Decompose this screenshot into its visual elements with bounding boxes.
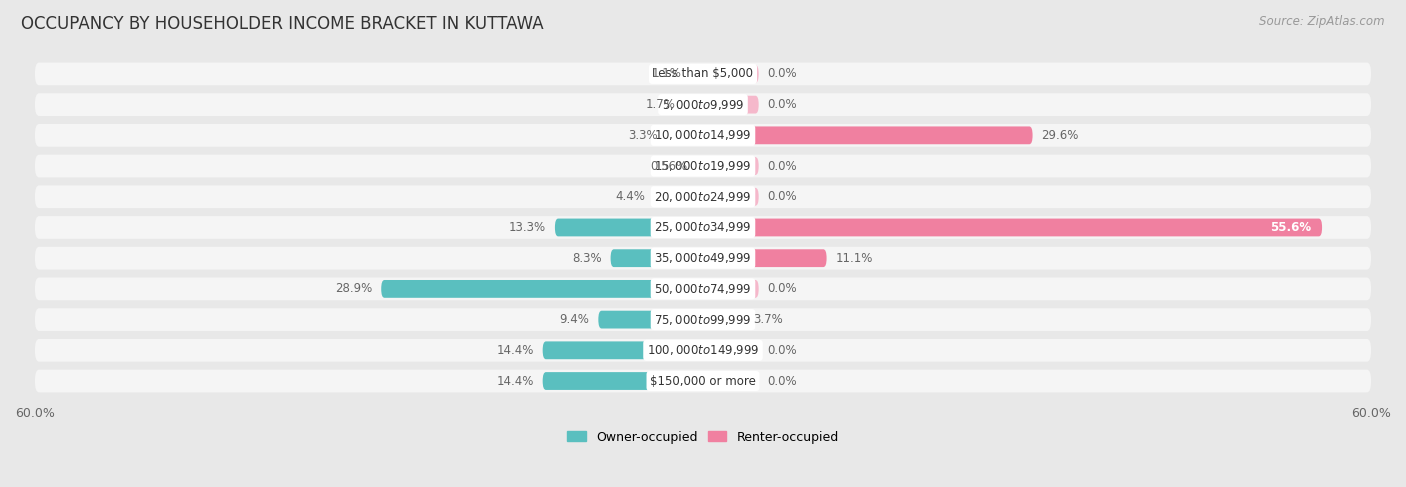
Text: $5,000 to $9,999: $5,000 to $9,999 <box>662 97 744 112</box>
FancyBboxPatch shape <box>381 280 703 298</box>
Text: 11.1%: 11.1% <box>835 252 873 264</box>
FancyBboxPatch shape <box>697 157 703 175</box>
Text: Less than $5,000: Less than $5,000 <box>652 67 754 80</box>
FancyBboxPatch shape <box>35 155 1371 177</box>
Text: $25,000 to $34,999: $25,000 to $34,999 <box>654 221 752 234</box>
Text: Source: ZipAtlas.com: Source: ZipAtlas.com <box>1260 15 1385 28</box>
FancyBboxPatch shape <box>703 249 827 267</box>
FancyBboxPatch shape <box>35 370 1371 393</box>
FancyBboxPatch shape <box>703 65 759 83</box>
FancyBboxPatch shape <box>703 372 759 390</box>
FancyBboxPatch shape <box>703 157 759 175</box>
Text: 28.9%: 28.9% <box>335 282 373 296</box>
Text: 1.1%: 1.1% <box>652 67 682 80</box>
FancyBboxPatch shape <box>35 94 1371 116</box>
Text: 1.7%: 1.7% <box>645 98 675 111</box>
Text: $15,000 to $19,999: $15,000 to $19,999 <box>654 159 752 173</box>
FancyBboxPatch shape <box>35 186 1371 208</box>
Text: $100,000 to $149,999: $100,000 to $149,999 <box>647 343 759 357</box>
Text: $150,000 or more: $150,000 or more <box>650 375 756 388</box>
Text: 9.4%: 9.4% <box>560 313 589 326</box>
FancyBboxPatch shape <box>555 219 703 236</box>
Text: 8.3%: 8.3% <box>572 252 602 264</box>
Text: 3.7%: 3.7% <box>754 313 783 326</box>
Text: $75,000 to $99,999: $75,000 to $99,999 <box>654 313 752 327</box>
Text: OCCUPANCY BY HOUSEHOLDER INCOME BRACKET IN KUTTAWA: OCCUPANCY BY HOUSEHOLDER INCOME BRACKET … <box>21 15 544 33</box>
Text: 3.3%: 3.3% <box>627 129 658 142</box>
FancyBboxPatch shape <box>703 188 759 206</box>
Text: 4.4%: 4.4% <box>616 190 645 203</box>
FancyBboxPatch shape <box>685 96 703 113</box>
Text: 0.0%: 0.0% <box>768 375 797 388</box>
FancyBboxPatch shape <box>703 341 759 359</box>
Text: 14.4%: 14.4% <box>496 344 534 357</box>
Text: 29.6%: 29.6% <box>1042 129 1078 142</box>
FancyBboxPatch shape <box>543 372 703 390</box>
Text: 13.3%: 13.3% <box>509 221 546 234</box>
Text: $35,000 to $49,999: $35,000 to $49,999 <box>654 251 752 265</box>
FancyBboxPatch shape <box>35 308 1371 331</box>
Text: 55.6%: 55.6% <box>1270 221 1310 234</box>
Text: 0.0%: 0.0% <box>768 190 797 203</box>
FancyBboxPatch shape <box>703 280 759 298</box>
FancyBboxPatch shape <box>599 311 703 329</box>
Text: $20,000 to $24,999: $20,000 to $24,999 <box>654 190 752 204</box>
FancyBboxPatch shape <box>703 219 1322 236</box>
Text: 0.56%: 0.56% <box>651 160 688 172</box>
Text: $50,000 to $74,999: $50,000 to $74,999 <box>654 282 752 296</box>
FancyBboxPatch shape <box>35 339 1371 362</box>
FancyBboxPatch shape <box>543 341 703 359</box>
FancyBboxPatch shape <box>690 65 703 83</box>
Text: 0.0%: 0.0% <box>768 282 797 296</box>
FancyBboxPatch shape <box>703 96 759 113</box>
Text: 0.0%: 0.0% <box>768 160 797 172</box>
Legend: Owner-occupied, Renter-occupied: Owner-occupied, Renter-occupied <box>562 426 844 449</box>
FancyBboxPatch shape <box>35 216 1371 239</box>
Text: 0.0%: 0.0% <box>768 67 797 80</box>
Text: 0.0%: 0.0% <box>768 98 797 111</box>
FancyBboxPatch shape <box>654 188 703 206</box>
Text: 0.0%: 0.0% <box>768 344 797 357</box>
FancyBboxPatch shape <box>703 311 744 329</box>
FancyBboxPatch shape <box>666 127 703 144</box>
FancyBboxPatch shape <box>610 249 703 267</box>
FancyBboxPatch shape <box>35 247 1371 269</box>
FancyBboxPatch shape <box>35 62 1371 85</box>
FancyBboxPatch shape <box>703 127 1032 144</box>
Text: $10,000 to $14,999: $10,000 to $14,999 <box>654 129 752 142</box>
FancyBboxPatch shape <box>35 124 1371 147</box>
Text: 14.4%: 14.4% <box>496 375 534 388</box>
FancyBboxPatch shape <box>35 278 1371 300</box>
